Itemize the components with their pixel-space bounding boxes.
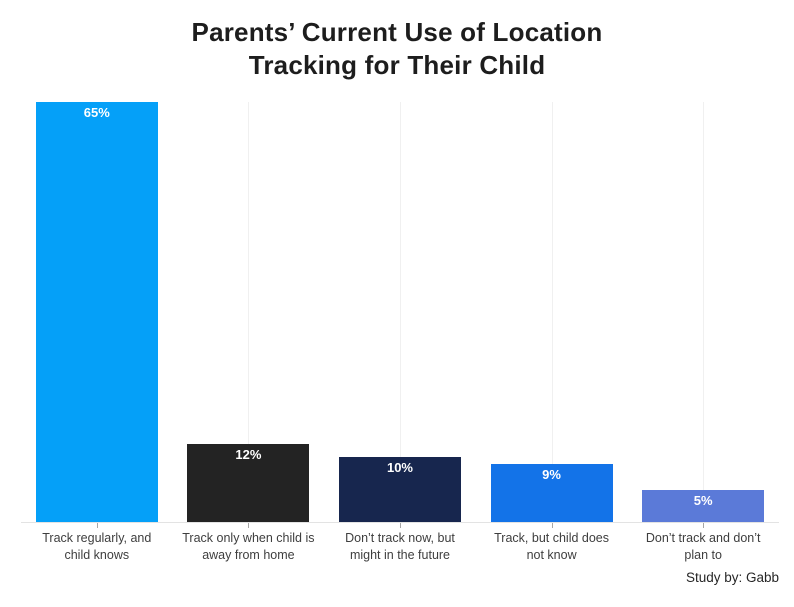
- bar: 5%: [642, 489, 765, 522]
- category-gridline: [399, 102, 401, 522]
- category-labels: Track regularly, and child knows Track on…: [21, 530, 779, 564]
- category-cell: 9%: [476, 102, 628, 528]
- category-label: Track only when child is away from home: [182, 531, 315, 562]
- bar-value-label: 10%: [386, 460, 413, 476]
- category-cell: 5%: [627, 102, 779, 528]
- bar: 10%: [338, 457, 461, 522]
- category-cell: 12%: [173, 102, 325, 528]
- category-gridline: [248, 102, 250, 522]
- bar-value-label: 65%: [83, 105, 110, 120]
- plot-area: 65% 12% 10% 9% 5%: [21, 102, 779, 528]
- category-tick: [248, 522, 250, 528]
- bar: 9%: [490, 463, 613, 522]
- bar-value-label: 9%: [542, 466, 561, 482]
- chart-title: Parents’ Current Use of Location Trackin…: [191, 17, 603, 80]
- category-label: Don’t track and don’t plan to: [645, 531, 761, 562]
- x-axis-line: [21, 522, 779, 523]
- category-label: Track regularly, and child knows: [42, 531, 152, 562]
- bar-value-label: 12%: [235, 447, 262, 463]
- category-gridline: [551, 102, 553, 522]
- bar: 12%: [187, 444, 310, 522]
- category-tick: [399, 522, 401, 528]
- category-cell: 10%: [324, 102, 476, 528]
- category-cell: 65%: [21, 102, 173, 528]
- category-label: Don’t track now, but might in the future: [345, 531, 455, 562]
- source-credit: Study by: Gabb: [685, 570, 779, 585]
- category-gridline: [703, 102, 705, 522]
- category-tick: [551, 522, 553, 528]
- category-tick: [703, 522, 705, 528]
- category-tick: [96, 522, 98, 528]
- bar: 65%: [35, 102, 158, 522]
- category-label: Track, but child does not know: [494, 531, 610, 562]
- bar-value-label: 5%: [693, 492, 713, 508]
